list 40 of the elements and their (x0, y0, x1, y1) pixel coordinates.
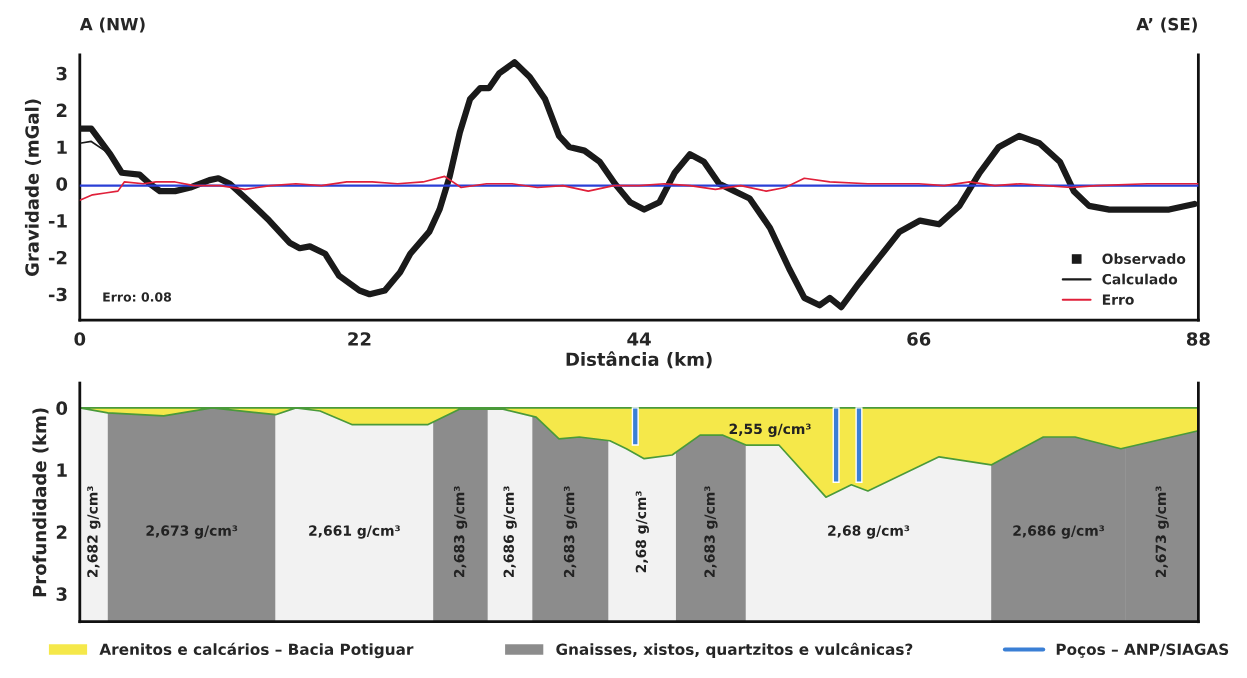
y-tick-label: 2 (56, 103, 67, 118)
band-label: 2,68 g/cm³ (635, 491, 649, 573)
x-tick-label: 22 (348, 332, 371, 346)
y-tick-label: 0 (56, 401, 68, 415)
y-tick-label: -2 (48, 250, 67, 265)
band-label: 2,68 g/cm³ (828, 525, 910, 539)
text: A’ (SE) (1136, 17, 1197, 33)
legend-label: Calculado (1102, 273, 1178, 285)
x-tick-label: 66 (907, 332, 931, 346)
annotation: Erro: 0.08 (103, 292, 172, 302)
y-tick-label: 2 (56, 525, 67, 539)
y-axis-title: Gravidade (mGal) (24, 99, 42, 277)
y-tick-label: 3 (56, 66, 67, 81)
band-label: 2,683 g/cm³ (563, 486, 578, 578)
y-tick-label: 1 (57, 140, 67, 154)
y-tick-label: -3 (48, 287, 67, 302)
legend-label: Erro (1102, 294, 1134, 305)
y-tick-label: -1 (48, 214, 67, 228)
band-label: 2,683 g/cm³ (453, 486, 468, 578)
x-axis-title: Distância (km) (566, 351, 712, 369)
legend-label: Poços – ANP/SIAGAS (1056, 643, 1229, 658)
band-label: 2,661 g/cm³ (309, 525, 400, 539)
x-tick-label: 88 (1186, 332, 1210, 346)
legend-label: Arenitos e calcários – Bacia Potiguar (99, 642, 414, 659)
x-tick-label: 44 (627, 332, 651, 346)
y-tick-label: 3 (56, 587, 67, 601)
text: A (NW) (79, 17, 145, 33)
band-label: 2,682 g/cm³ (87, 486, 101, 578)
band-label: 2,686 g/cm³ (503, 486, 517, 578)
band-label: 2,673 g/cm³ (146, 525, 238, 539)
band-label: 2,686 g/cm³ (1013, 525, 1105, 539)
legend-label: Observado (1102, 253, 1186, 265)
y-tick-label: 0 (56, 177, 68, 191)
y-axis-title: Profundidade (km) (32, 408, 49, 597)
text: Gnaisses, xistos, quartzitos e vulcânicas? (556, 642, 913, 659)
band-label: 2,683 g/cm³ (704, 486, 718, 578)
annotation: 2,55 g/cm³ (729, 423, 811, 437)
band-label: 2,673 g/cm³ (1155, 486, 1169, 578)
x-tick-label: 0 (74, 332, 86, 346)
y-tick-label: 1 (57, 463, 67, 477)
